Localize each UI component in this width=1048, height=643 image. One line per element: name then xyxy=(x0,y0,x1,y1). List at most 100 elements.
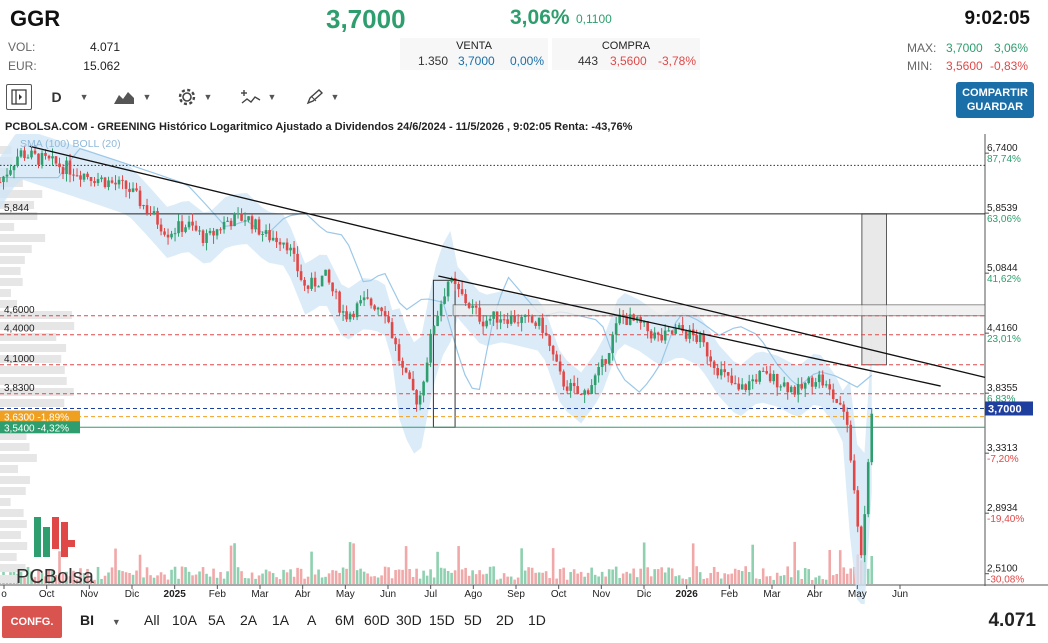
candle-body xyxy=(716,368,719,376)
chevron-down-icon: ▼ xyxy=(111,617,121,627)
candle-body xyxy=(191,221,194,226)
range-button-10a[interactable]: 10A xyxy=(172,612,197,628)
candle-body xyxy=(866,462,870,515)
volume-bar xyxy=(625,571,628,584)
candle-body xyxy=(317,286,320,288)
volume-profile-bar xyxy=(0,377,67,385)
resistance-zone xyxy=(452,304,986,317)
volume-bar xyxy=(583,576,586,584)
volume-profile-bar xyxy=(0,520,27,528)
candle-body xyxy=(334,291,338,293)
eur-value: 15.062 xyxy=(83,59,120,73)
candle-body xyxy=(607,353,611,364)
candle-body xyxy=(243,220,247,222)
compra-percent: -3,78% xyxy=(658,54,697,68)
volume-bar xyxy=(226,571,229,584)
chevron-down-icon: ▼ xyxy=(79,92,89,102)
candle-body xyxy=(775,374,779,388)
volume-value: 4.071 xyxy=(89,40,120,54)
time-tick-label: 2026 xyxy=(676,589,699,600)
candle-body xyxy=(740,384,744,390)
candle-body xyxy=(586,390,590,394)
candle-body xyxy=(310,277,313,289)
candle-body xyxy=(555,354,558,362)
candle-body xyxy=(800,384,804,389)
price-level-label: 4,4000 xyxy=(4,324,35,335)
chevron-down-icon: ▼ xyxy=(267,92,277,102)
candle-body xyxy=(124,180,128,189)
range-button-a[interactable]: A xyxy=(307,612,317,628)
range-button-1a[interactable]: 1A xyxy=(272,612,290,628)
candle-body xyxy=(135,188,138,191)
volume-bar xyxy=(586,572,590,584)
candle-body xyxy=(110,180,114,183)
candle-body xyxy=(772,374,775,382)
range-button-2a[interactable]: 2A xyxy=(240,612,258,628)
volume-bar xyxy=(201,567,205,584)
range-button-2d[interactable]: 2D xyxy=(496,612,514,628)
price-level-label: 3,8300 xyxy=(4,383,35,394)
volume-bar xyxy=(425,575,429,584)
candle-body xyxy=(205,233,208,243)
indicators-select[interactable]: ▼ xyxy=(234,84,282,110)
share-save-button[interactable]: COMPARTIR GUARDAR xyxy=(956,82,1034,118)
volume-bar xyxy=(684,579,688,584)
bottom-bar: CONFG. BI ▼ All 10A 5A 2A 1A A 6M 60D 30D 15D 5D 2D… xyxy=(0,604,1048,640)
interval-value: BI xyxy=(80,612,94,628)
chevron-down-icon: ▼ xyxy=(203,92,213,102)
volume-profile-bar xyxy=(0,267,21,275)
volume-bar xyxy=(597,576,600,584)
candle-body xyxy=(180,221,184,232)
venta-price: 3,7000 xyxy=(458,54,495,68)
candle-body xyxy=(698,334,702,343)
range-button-30d[interactable]: 30D xyxy=(396,612,422,628)
time-tick-label: May xyxy=(848,589,867,600)
volume-bar xyxy=(635,577,639,584)
volume-bar xyxy=(747,571,751,584)
volume-bar xyxy=(58,551,61,584)
volume-bar xyxy=(800,578,804,584)
quote-time: 9:02:05 xyxy=(964,8,1031,29)
quote-header: GGR 3,7000 3,06% 0,1100 9:02:05 VOL: 4.0… xyxy=(0,0,1048,80)
range-button-5d[interactable]: 5D xyxy=(464,612,482,628)
drawing-tools-select[interactable]: ▼ xyxy=(298,84,346,110)
range-button-15d[interactable]: 15D xyxy=(429,612,455,628)
period-select[interactable]: D ▼ xyxy=(48,84,92,110)
max-label: MAX: xyxy=(907,41,937,55)
volume-profile-bar xyxy=(0,553,17,561)
price-chart[interactable]: 5,844 4,6000 4,4000 4,1000 3,8300 3,6300 -1,8… xyxy=(0,134,1048,604)
range-button-all[interactable]: All xyxy=(144,612,160,628)
volume-bar xyxy=(100,578,103,584)
range-button-6m[interactable]: 6M xyxy=(335,612,355,628)
config-button[interactable]: CONFG. xyxy=(2,606,62,638)
candle-body xyxy=(810,377,814,387)
candle-body xyxy=(166,234,170,238)
candle-body xyxy=(313,277,317,287)
volume-bar xyxy=(184,567,187,584)
volume-bar xyxy=(222,578,226,584)
interval-select[interactable]: BI ▼ xyxy=(80,612,121,628)
volume-bar xyxy=(422,570,425,584)
volume-bar xyxy=(492,566,495,584)
range-button-60d[interactable]: 60D xyxy=(364,612,390,628)
candle-body xyxy=(453,278,457,284)
volume-bar xyxy=(817,575,821,584)
panel-toggle-button[interactable] xyxy=(6,84,32,110)
volume-bar xyxy=(180,566,184,584)
volume-bar xyxy=(229,545,233,584)
candle-body xyxy=(646,321,649,332)
settings-select[interactable]: ▼ xyxy=(170,84,218,110)
change-absolute: 0,1100 xyxy=(576,12,612,26)
candle-body xyxy=(54,156,58,164)
chart-type-select[interactable]: ▼ xyxy=(108,84,156,110)
candle-body xyxy=(817,374,821,383)
time-axis: o Oct Nov Dic 2025 Feb Mar Abr May Jun Jul Ago Sep Oc… xyxy=(1,585,908,600)
range-button-1d[interactable]: 1D xyxy=(528,612,546,628)
volume-bar xyxy=(460,569,464,584)
candle-body xyxy=(670,330,674,334)
candle-body xyxy=(719,369,723,376)
volume-bar xyxy=(236,567,240,584)
price-tick-percent: 6,83% xyxy=(987,394,1015,405)
price-level-label: 3,6300 -1,89% xyxy=(4,413,69,424)
range-button-5a[interactable]: 5A xyxy=(208,612,226,628)
